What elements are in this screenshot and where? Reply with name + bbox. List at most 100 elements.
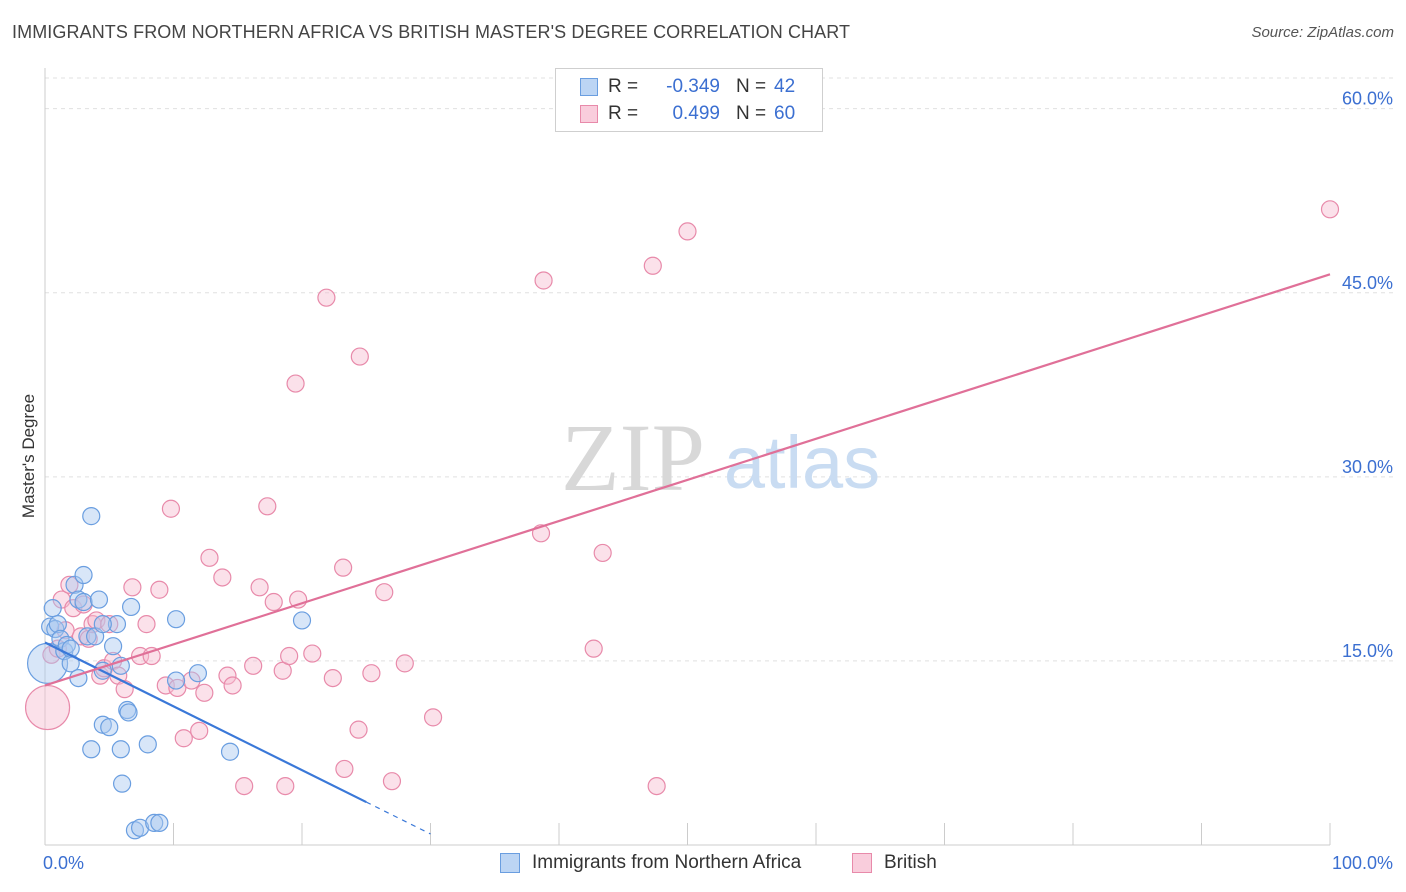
british-point-51 (362, 664, 381, 683)
grid-lines (45, 77, 1395, 662)
y-tick-label-60: 60.0% (1342, 89, 1393, 109)
trend-lines (44, 273, 1331, 835)
y-axis-label: Master's Degree (19, 394, 38, 518)
legend-r-value: -0.349 (666, 76, 720, 97)
british-point-6 (64, 599, 83, 618)
immigrants-point-29 (121, 597, 141, 617)
british-point-40 (276, 776, 295, 796)
immigrants-point-36 (166, 610, 186, 629)
british-point-52 (375, 583, 394, 602)
british-point-22 (150, 580, 169, 599)
british-point-57 (534, 271, 553, 290)
chart-title: IMMIGRANTS FROM NORTHERN AFRICA VS BRITI… (12, 22, 851, 42)
legend-r-label: R = (608, 103, 639, 124)
immigrants-point-41 (93, 615, 112, 634)
british-point-33 (223, 676, 242, 695)
y-tick-label-45: 45.0% (1342, 273, 1393, 293)
immigrants-point-39 (292, 611, 312, 630)
british-point-34 (235, 776, 254, 796)
british-point-45 (317, 288, 336, 307)
british-point-26 (174, 729, 193, 748)
british-point-35 (244, 656, 263, 675)
british-trend-line (44, 273, 1331, 687)
immigrants-point-13 (74, 565, 93, 585)
british-point-55 (423, 708, 443, 727)
british-point-60 (643, 256, 662, 275)
british-point-23 (156, 676, 175, 695)
legend-n-value: 60 (774, 103, 796, 124)
british-point-50 (350, 347, 369, 366)
british-point-38 (264, 592, 283, 612)
immigrants-point-23 (107, 615, 127, 634)
british-point-28 (190, 721, 209, 740)
immigrants-point-31 (130, 818, 150, 837)
british-points (24, 200, 1340, 796)
british-point-48 (335, 759, 354, 779)
source-label: Source: ZipAtlas.com (1251, 24, 1394, 41)
legend-item-immigrants: Immigrants from Northern Africa (500, 852, 801, 874)
correlation-legend: R = -0.349 N = 42 R = 0.499 N = 60 (555, 68, 823, 132)
watermark: ZIP atlas (561, 404, 880, 511)
british-point-37 (258, 497, 277, 516)
british-point-14 (100, 615, 119, 634)
british-point-46 (323, 669, 342, 688)
british-point-63 (1320, 200, 1340, 219)
immigrants-point-12 (74, 592, 93, 612)
british-point-53 (382, 772, 402, 791)
watermark-zip: ZIP (561, 404, 705, 511)
legend-n-label: N = (736, 76, 767, 97)
legend-label-british: British (884, 852, 937, 873)
legend-r-label: R = (608, 76, 639, 97)
immigrants-trend-extension (365, 801, 431, 835)
british-point-31 (213, 568, 232, 587)
legend-row-british: R = 0.499 N = 60 (580, 102, 795, 126)
immigrants-point-3 (46, 619, 65, 639)
british-point-18 (123, 578, 142, 597)
immigrants-point-38 (220, 742, 240, 761)
legend-swatch-blue (580, 78, 598, 96)
legend-label-immigrants: Immigrants from Northern Africa (532, 852, 802, 873)
y-tick-label-30: 30.0% (1342, 457, 1393, 477)
legend-swatch-blue (500, 853, 520, 873)
immigrants-point-18 (89, 590, 109, 609)
british-point-30 (200, 548, 219, 567)
y-tick-label-15: 15.0% (1342, 641, 1393, 661)
immigrants-point-14 (78, 627, 97, 646)
british-point-24 (161, 499, 181, 518)
immigrants-point-21 (100, 718, 119, 737)
british-point-27 (182, 671, 201, 690)
axes (44, 68, 1331, 846)
immigrants-point-28 (119, 703, 138, 722)
british-point-36 (250, 578, 269, 597)
british-point-29 (195, 683, 214, 702)
immigrants-points (26, 507, 312, 840)
british-point-20 (137, 615, 156, 634)
british-point-0 (24, 684, 71, 731)
legend-n-value: 42 (774, 76, 796, 97)
british-point-5 (60, 575, 79, 594)
immigrants-point-15 (82, 507, 101, 526)
legend-swatch-pink (852, 853, 872, 873)
immigrants-trend-line (44, 641, 367, 804)
legend-swatch-pink (580, 105, 598, 123)
british-point-41 (280, 646, 299, 666)
british-point-49 (349, 720, 368, 739)
x-tick-label-0: 0.0% (43, 853, 84, 873)
british-point-54 (395, 654, 414, 673)
immigrants-point-22 (104, 637, 123, 656)
immigrants-point-25 (111, 740, 130, 759)
british-point-32 (218, 666, 237, 685)
immigrants-point-4 (48, 615, 67, 634)
british-point-25 (168, 678, 187, 698)
immigrants-point-26 (112, 774, 132, 793)
watermark-atlas: atlas (724, 421, 880, 504)
immigrants-point-16 (82, 740, 101, 759)
british-point-61 (647, 776, 666, 796)
tick-labels: 15.0% 30.0% 45.0% 60.0% 0.0% 100.0% (43, 89, 1393, 873)
british-point-47 (334, 558, 353, 577)
legend-n-label: N = (736, 103, 767, 124)
british-point-58 (584, 639, 603, 658)
immigrants-point-32 (138, 735, 157, 754)
immigrants-point-35 (166, 671, 186, 690)
